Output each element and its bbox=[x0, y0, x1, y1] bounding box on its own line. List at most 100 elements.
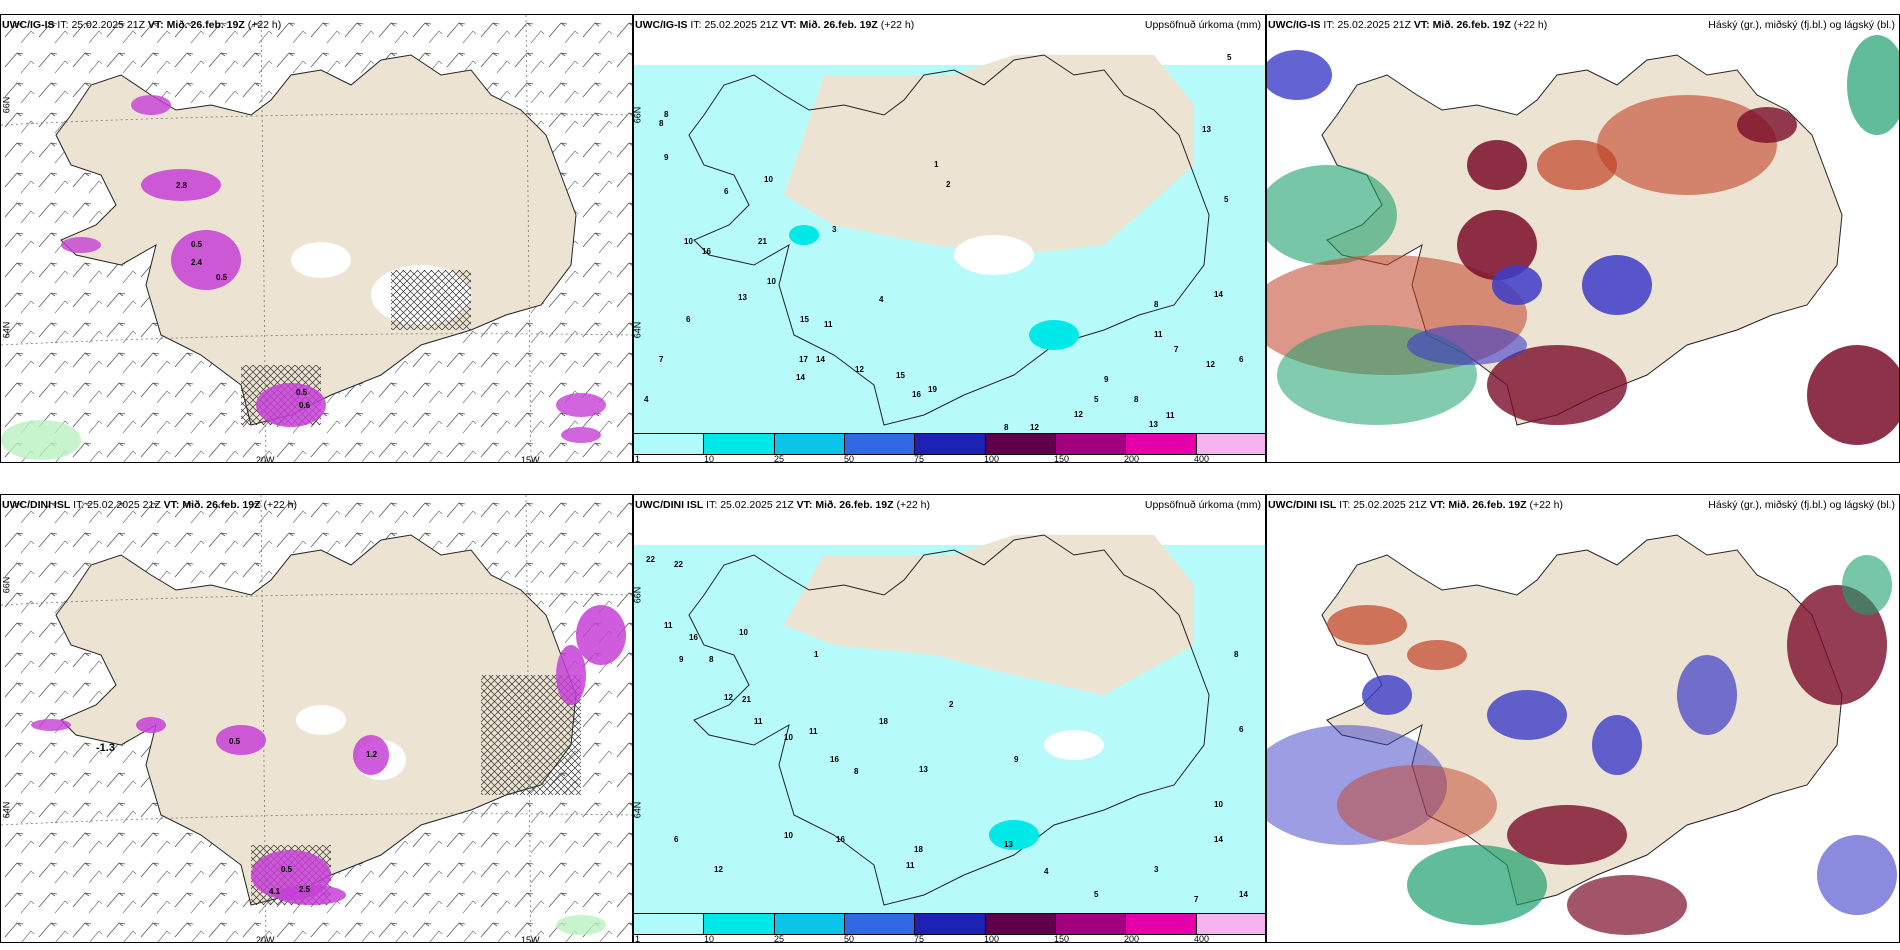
precip-value: 13 bbox=[1004, 840, 1013, 849]
precip-value: 1 bbox=[814, 650, 819, 659]
precip-value: 5 bbox=[1227, 53, 1232, 62]
temp-label: 0.5 bbox=[229, 737, 241, 746]
precip-value: 13 bbox=[919, 765, 928, 774]
colorbar-segment bbox=[844, 434, 916, 454]
precip-value: 16 bbox=[830, 755, 839, 764]
lat-label: 64N bbox=[1, 801, 12, 819]
lat-label: 66N bbox=[1, 576, 12, 594]
precip-value: 6 bbox=[674, 835, 679, 844]
colorbar-segment bbox=[634, 434, 705, 454]
ig-precip-panel: UWC/IG-IS IT: 25.02.2025 21Z VT: Mið. 26… bbox=[633, 14, 1266, 463]
dini-cloud-map bbox=[1267, 515, 1899, 942]
dini-wind-map bbox=[1, 495, 632, 942]
precip-value: 10 bbox=[784, 733, 793, 742]
precip-value: 1 bbox=[934, 160, 939, 169]
lat-label: 66N bbox=[633, 106, 643, 124]
precip-value: 12 bbox=[855, 365, 864, 374]
precip-value: 18 bbox=[914, 845, 923, 854]
lon-label: 20W bbox=[256, 455, 275, 463]
colorbar-segment bbox=[915, 434, 986, 454]
precip-value: 17 bbox=[799, 355, 808, 364]
precip-value: 8 bbox=[1134, 395, 1139, 404]
colorbar-label: 50 bbox=[844, 454, 855, 463]
dini-precip-map bbox=[634, 515, 1265, 925]
temp-label: 2.5 bbox=[299, 885, 311, 894]
lat-label: 66N bbox=[633, 586, 643, 604]
precip-value: 9 bbox=[1104, 375, 1109, 384]
precip-value: 14 bbox=[1214, 290, 1223, 299]
precip-value: 10 bbox=[784, 831, 793, 840]
precip-value: 6 bbox=[686, 315, 691, 324]
precip-value: 8 bbox=[664, 110, 669, 119]
colorbar-segment bbox=[1055, 434, 1127, 454]
precip-value: 16 bbox=[836, 835, 845, 844]
precip-value: 11 bbox=[664, 621, 673, 630]
temp-label: 2.4 bbox=[191, 258, 203, 267]
precip-value: 8 bbox=[709, 655, 714, 664]
ig-precip-map bbox=[634, 35, 1265, 445]
lat-label: 66N bbox=[1, 96, 12, 114]
precip-value: 4 bbox=[879, 295, 884, 304]
precip-value: 5 bbox=[1224, 195, 1229, 204]
colorbar-label: 400 bbox=[1194, 934, 1210, 943]
temp-label: 0.5 bbox=[281, 865, 293, 874]
precip-value: 13 bbox=[738, 293, 747, 302]
colorbar-segment bbox=[704, 434, 775, 454]
precip-value: 19 bbox=[928, 385, 937, 394]
precip-value: 5 bbox=[1094, 890, 1099, 899]
colorbar-label: 50 bbox=[844, 934, 855, 943]
lon-label: 15W bbox=[521, 935, 540, 943]
colorbar-label: 75 bbox=[914, 454, 925, 463]
precip-value: 7 bbox=[659, 355, 664, 364]
precip-value: 10 bbox=[684, 237, 693, 246]
precip-value: 13 bbox=[1149, 420, 1158, 429]
precip-value: 15 bbox=[896, 371, 905, 380]
precip-value: 4 bbox=[644, 395, 649, 404]
panel-title: UWC/IG-IS IT: 25.02.2025 21Z VT: Mið. 26… bbox=[2, 19, 282, 31]
colorbar-segment bbox=[1196, 914, 1265, 934]
temp-label: 0.5 bbox=[296, 388, 308, 397]
lon-label: 20W bbox=[256, 935, 275, 943]
temp-label: 4.1 bbox=[269, 887, 281, 896]
precip-value: 3 bbox=[1154, 865, 1159, 874]
ig-wind-temp-panel: UWC/IG-IS IT: 25.02.2025 21Z VT: Mið. 26… bbox=[0, 14, 633, 463]
temp-label: 1.2 bbox=[366, 750, 378, 759]
colorbar-segment bbox=[844, 914, 916, 934]
precip-value: 12 bbox=[724, 693, 733, 702]
ig-cloud-map bbox=[1267, 35, 1899, 462]
colorbar-label: 25 bbox=[774, 454, 785, 463]
precip-colorbar bbox=[634, 433, 1265, 455]
precip-value: 9 bbox=[664, 153, 669, 162]
precip-value: 4 bbox=[1044, 867, 1049, 876]
precip-value: 11 bbox=[809, 727, 818, 736]
temp-label: 2.8 bbox=[176, 181, 188, 190]
precip-value: 11 bbox=[1154, 330, 1163, 339]
colorbar-segment bbox=[985, 434, 1056, 454]
colorbar-label: 25 bbox=[774, 934, 785, 943]
precip-value: 2 bbox=[949, 700, 954, 709]
colorbar-segment bbox=[1055, 914, 1127, 934]
colorbar-segment bbox=[634, 914, 705, 934]
dini-precip-panel: UWC/DINI ISL IT: 25.02.2025 21Z VT: Mið.… bbox=[633, 494, 1266, 943]
precip-value: 14 bbox=[1214, 835, 1223, 844]
panel-title: UWC/IG-IS IT: 25.02.2025 21Z VT: Mið. 26… bbox=[1268, 19, 1548, 31]
lat-label: 64N bbox=[633, 801, 643, 819]
precip-value: 11 bbox=[906, 861, 915, 870]
dini-cloud-panel: UWC/DINI ISL IT: 25.02.2025 21Z VT: Mið.… bbox=[1266, 494, 1900, 943]
precip-value: 13 bbox=[1202, 125, 1211, 134]
precip-value: 10 bbox=[1214, 800, 1223, 809]
precip-value: 11 bbox=[754, 717, 763, 726]
colorbar-segment bbox=[704, 914, 775, 934]
precip-value: 21 bbox=[742, 695, 751, 704]
colorbar-label: 100 bbox=[984, 454, 1000, 463]
precip-value: 9 bbox=[1014, 755, 1019, 764]
precip-value: 16 bbox=[702, 247, 711, 256]
colorbar-label: 10 bbox=[704, 454, 715, 463]
colorbar-label: 10 bbox=[704, 934, 715, 943]
colorbar-segment bbox=[774, 914, 845, 934]
lat-label: 64N bbox=[1, 321, 12, 339]
colorbar-label: 400 bbox=[1194, 454, 1210, 463]
precip-value: 18 bbox=[879, 717, 888, 726]
cloud-title: Háský (gr.), miðský (fj.bl.) og lágský (… bbox=[1708, 19, 1895, 31]
precip-value: 14 bbox=[1239, 890, 1248, 899]
